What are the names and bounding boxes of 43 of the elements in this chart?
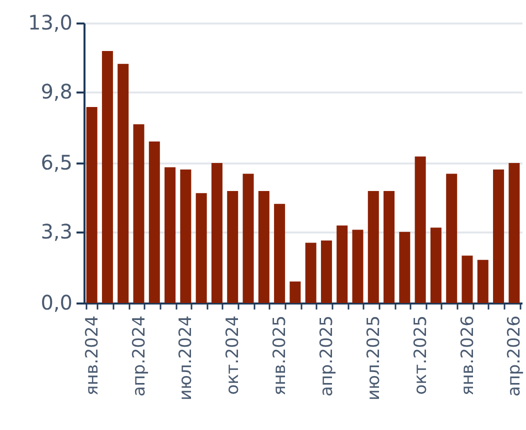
- bar: [352, 230, 364, 303]
- x-tick-label: июл.2025: [364, 316, 384, 400]
- x-tick-label: янв.2025: [270, 316, 290, 396]
- y-tick-label: 9,8: [40, 79, 72, 104]
- bar: [118, 64, 129, 303]
- bar: [180, 169, 192, 303]
- bar: [477, 260, 488, 303]
- bar: [86, 107, 98, 303]
- y-tick-label: 3,3: [40, 219, 72, 244]
- bar: [508, 163, 520, 303]
- x-tick-label: янв.2024: [82, 316, 102, 396]
- bar: [211, 163, 222, 303]
- bar: [227, 191, 238, 303]
- x-tick-label: янв.2026: [458, 316, 478, 396]
- bar: [462, 256, 473, 303]
- x-tick-label: апр.2024: [129, 316, 150, 396]
- x-tick-label: апр.2026: [504, 316, 525, 396]
- bar: [336, 225, 348, 303]
- bar: [102, 51, 113, 303]
- bar: [148, 141, 160, 303]
- bar: [399, 232, 410, 303]
- bar: [414, 156, 426, 303]
- y-tick-label: 0,0: [40, 290, 72, 314]
- x-tick-label: окт.2025: [410, 316, 431, 395]
- x-tick-label: окт.2024: [223, 316, 244, 395]
- bar: [258, 191, 270, 303]
- bar: [196, 193, 207, 303]
- bar: [133, 124, 144, 303]
- bar: [242, 174, 254, 303]
- bar: [320, 240, 332, 303]
- x-tick-label: апр.2025: [316, 316, 337, 396]
- bar: [274, 204, 286, 303]
- bar: [305, 242, 316, 303]
- bar: [384, 191, 395, 303]
- x-tick-label: июл.2024: [176, 316, 196, 400]
- bar: [164, 167, 176, 303]
- bar: [430, 228, 442, 303]
- bar: [493, 169, 504, 303]
- bar: [290, 281, 301, 303]
- bar: [368, 191, 379, 303]
- bar: [446, 174, 458, 303]
- y-tick-label: 6,5: [40, 150, 72, 174]
- y-tick-label: 13,0: [28, 10, 72, 34]
